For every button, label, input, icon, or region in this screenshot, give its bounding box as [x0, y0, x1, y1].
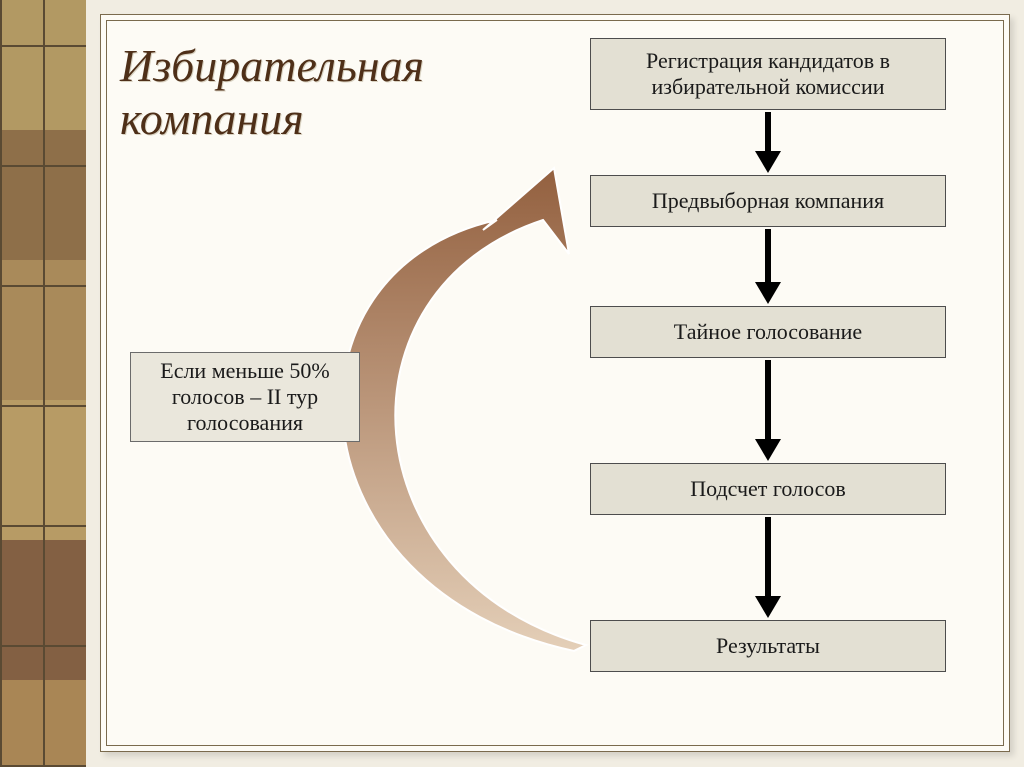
flow-box-b2: Предвыборная компания	[590, 175, 946, 227]
flow-box-label: Предвыборная компания	[652, 188, 884, 214]
flow-box-b3: Тайное голосование	[590, 306, 946, 358]
decorative-strip	[0, 0, 86, 767]
flow-box-label: Подсчет голосов	[690, 476, 846, 502]
slide-stage: Избирательная компания Регистрация канди…	[0, 0, 1024, 767]
page-title: Избирательная компания	[120, 40, 540, 146]
flow-box-label: Результаты	[716, 633, 820, 659]
side-note-text: Если меньше 50% голосов – II тур голосов…	[141, 358, 349, 436]
flow-box-label: Тайное голосование	[674, 319, 862, 345]
flow-box-b4: Подсчет голосов	[590, 463, 946, 515]
flow-box-b5: Результаты	[590, 620, 946, 672]
flow-box-label: Регистрация кандидатов в избирательной к…	[599, 48, 937, 100]
side-note: Если меньше 50% голосов – II тур голосов…	[130, 352, 360, 442]
flow-box-b1: Регистрация кандидатов в избирательной к…	[590, 38, 946, 110]
